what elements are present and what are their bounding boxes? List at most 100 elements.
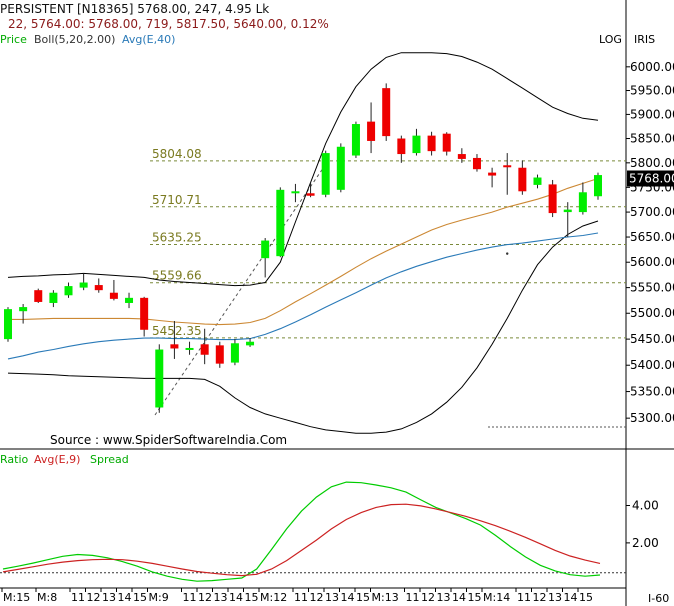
candle-body [246, 341, 255, 346]
time-tick-label: 12 [310, 591, 324, 604]
candle-body [382, 88, 391, 137]
bollinger-bands [7, 52, 599, 434]
time-tick-label: M:9 [149, 591, 169, 604]
candle-body [215, 345, 224, 364]
time-tick-label: 13 [325, 591, 339, 604]
price-tick-label: 5550.00 [630, 281, 674, 295]
candle-body [261, 240, 270, 259]
legend-spread: Spread [90, 453, 129, 466]
candle-body [49, 292, 58, 303]
price-tick-label: 5900.00 [630, 107, 674, 121]
level-label: 5559.66 [152, 269, 202, 283]
time-tick-label: 12 [87, 591, 101, 604]
bollinger-upper-line [7, 52, 599, 287]
stray-dot [506, 252, 509, 255]
time-tick-label: 14 [229, 591, 243, 604]
candle-body [336, 146, 345, 190]
candle-body [230, 343, 239, 363]
time-tick-label: 14 [118, 591, 132, 604]
log-toggle[interactable]: LOG [599, 33, 622, 46]
time-tick-label: 14 [341, 591, 355, 604]
time-tick-label: 15 [468, 591, 482, 604]
price-axis: 6000.005950.005900.005850.005800.005750.… [626, 60, 674, 425]
price-tick-label: 5450.00 [630, 332, 674, 346]
price-tick-label: 5400.00 [630, 358, 674, 372]
time-tick-label: M:12 [260, 591, 287, 604]
candle-body [155, 349, 164, 408]
interval-label: I-60 [648, 592, 669, 605]
time-tick-label: 12 [198, 591, 212, 604]
price-tick-label: 5700.00 [630, 205, 674, 219]
time-tick-label: 14 [452, 591, 466, 604]
candle-body [594, 175, 602, 197]
candle-body [185, 347, 194, 350]
last-price-label: 5768.00 [629, 172, 674, 186]
candle-body [442, 133, 451, 152]
price-tick-label: 5850.00 [630, 132, 674, 146]
ratio-avg-line [2, 503, 601, 577]
candle-body [94, 285, 103, 291]
candle-body [79, 282, 88, 288]
level-label: 5635.25 [152, 230, 202, 244]
candle-body [125, 297, 134, 303]
indicator-tick-label: 2.00 [632, 536, 659, 550]
candle-body [170, 344, 179, 349]
candle-body [306, 193, 315, 196]
candle-body [533, 177, 542, 185]
legend-ratio-avg: Avg(E,9) [34, 453, 80, 466]
candle-body [291, 191, 300, 194]
price-tick-label: 6000.00 [630, 60, 674, 74]
price-tick-label: 5350.00 [630, 385, 674, 399]
price-tick-label: 5600.00 [630, 255, 674, 269]
candle-body [472, 157, 481, 170]
time-tick-label: M:8 [37, 591, 57, 604]
time-tick-label: 15 [245, 591, 259, 604]
time-tick-label: 15 [133, 591, 147, 604]
time-tick-label: 13 [548, 591, 562, 604]
bollinger-mid-line [8, 177, 599, 326]
time-tick-label: 13 [214, 591, 228, 604]
candle-body [397, 138, 406, 155]
candle-body [427, 135, 436, 152]
time-tick-label: 11 [517, 591, 531, 604]
level-label: 5452.35 [152, 324, 202, 338]
legend-ratio: Ratio [0, 453, 29, 466]
candle-body [4, 309, 12, 340]
price-tick-label: 5950.00 [630, 84, 674, 98]
time-tick-label: 11 [406, 591, 420, 604]
price-tick-label: 5300.00 [630, 411, 674, 425]
candle-body [548, 184, 557, 214]
time-tick-label: 12 [533, 591, 547, 604]
source-text: Source : www.SpiderSoftwareIndia.Com [50, 433, 287, 447]
candle-body [351, 124, 360, 156]
candle-body [367, 121, 376, 141]
time-tick-label: 14 [564, 591, 578, 604]
time-tick-label: 15 [579, 591, 593, 604]
time-tick-label: 15 [356, 591, 370, 604]
candle-body [412, 135, 421, 154]
time-tick-label: M:13 [372, 591, 399, 604]
legend-price: Price [0, 33, 27, 46]
bollinger-lower-line [7, 220, 599, 434]
candle-body [488, 172, 497, 176]
dashed-trendline [154, 157, 331, 416]
candle-body [200, 344, 209, 355]
candle-body [140, 297, 149, 330]
candle-body [518, 167, 527, 192]
candle-body [321, 153, 330, 195]
header-line1: PERSISTENT [N18365] 5768.00, 247, 4.95 L… [0, 2, 269, 16]
candle-body [457, 154, 466, 159]
price-tick-label: 5800.00 [630, 156, 674, 170]
candle-body [578, 192, 587, 213]
candle-body [563, 209, 572, 213]
time-tick-label: 12 [421, 591, 435, 604]
candle-body [109, 292, 118, 299]
time-tick-label: 13 [437, 591, 451, 604]
header-line2: 22, 5764.00: 5768.00, 719, 5817.50, 5640… [8, 17, 329, 31]
legend-boll: Boll(5,20,2.00) [34, 33, 115, 46]
level-label: 5804.08 [152, 147, 202, 161]
time-tick-label: 13 [102, 591, 116, 604]
candles [4, 83, 602, 413]
candle-body [503, 165, 512, 168]
